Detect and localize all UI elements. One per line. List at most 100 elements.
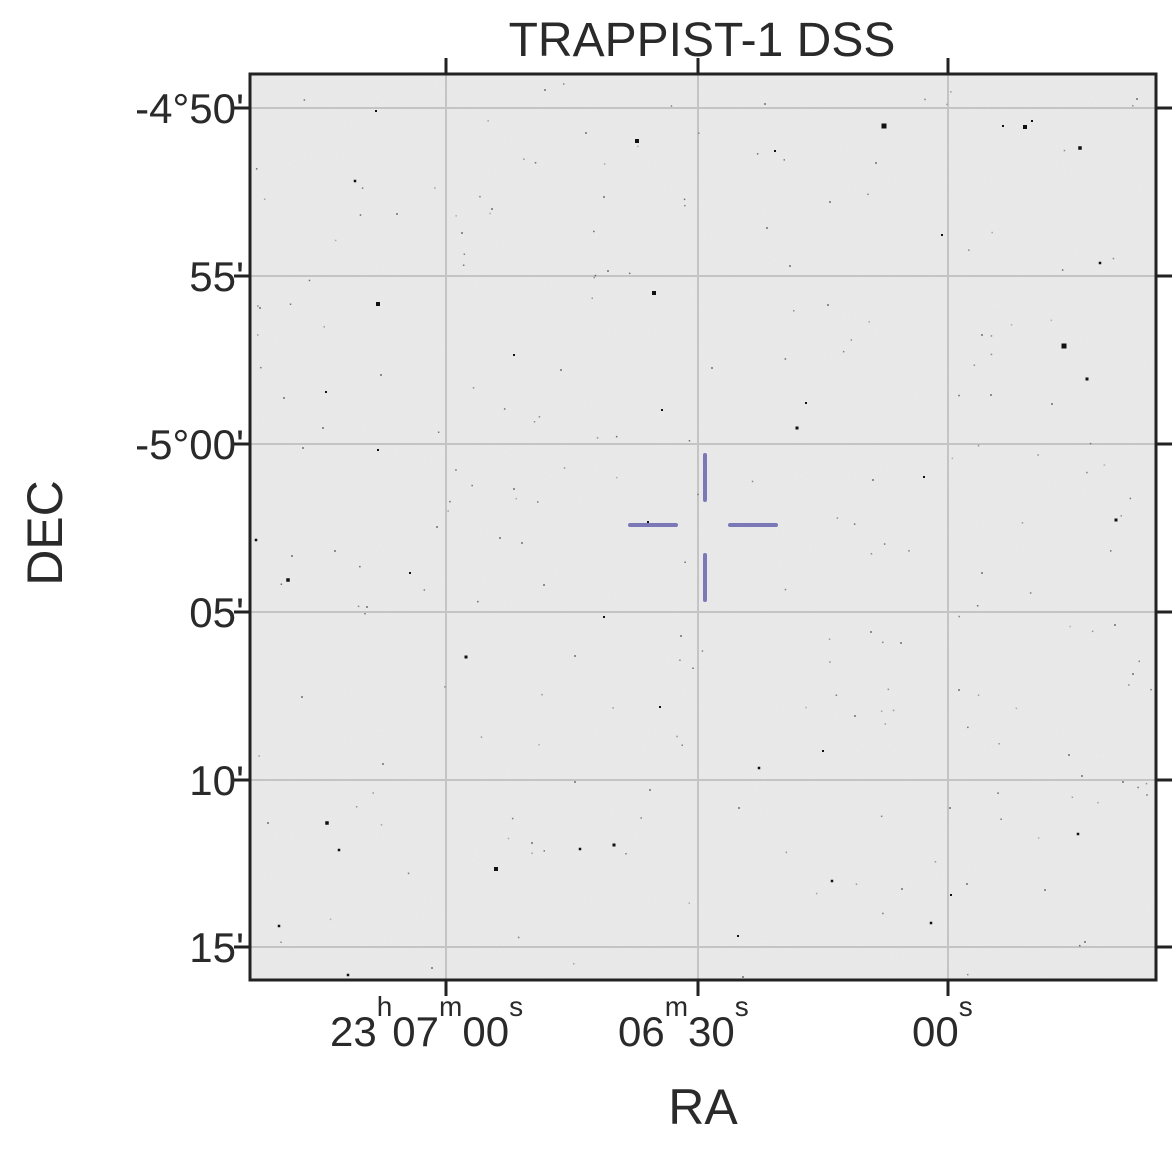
star xyxy=(574,655,576,657)
faint-star xyxy=(625,853,627,855)
faint-star xyxy=(967,726,969,729)
faint-star xyxy=(280,583,283,585)
faint-star xyxy=(1145,782,1148,785)
star xyxy=(513,488,515,490)
star xyxy=(949,807,951,809)
faint-star xyxy=(1037,837,1040,839)
star xyxy=(1002,125,1004,127)
star xyxy=(461,232,463,234)
star xyxy=(612,843,616,847)
faint-star xyxy=(991,231,993,234)
faint-star xyxy=(908,550,910,552)
star xyxy=(652,291,656,295)
faint-star xyxy=(480,736,483,738)
faint-star xyxy=(444,686,446,688)
faint-star xyxy=(463,253,466,255)
faint-star xyxy=(533,421,536,423)
faint-star xyxy=(1091,630,1094,633)
faint-star xyxy=(977,694,980,696)
star xyxy=(325,391,327,393)
faint-star xyxy=(359,565,361,568)
faint-star xyxy=(455,215,457,217)
star xyxy=(1044,889,1046,891)
star xyxy=(950,894,952,896)
faint-star xyxy=(676,735,678,738)
star xyxy=(267,822,269,824)
dec-tick-label: 05' xyxy=(189,589,244,636)
faint-star xyxy=(1146,794,1148,796)
star xyxy=(377,449,379,451)
faint-star xyxy=(683,198,686,201)
faint-star xyxy=(538,743,540,746)
faint-star xyxy=(946,103,948,106)
faint-star xyxy=(882,912,884,915)
faint-star xyxy=(882,641,884,644)
faint-star xyxy=(968,249,970,251)
faint-star xyxy=(573,963,575,965)
faint-star xyxy=(1061,269,1064,271)
faint-star xyxy=(257,334,259,336)
star xyxy=(1078,146,1082,150)
faint-star xyxy=(829,661,831,663)
star xyxy=(766,227,768,229)
faint-star xyxy=(1120,515,1122,517)
star xyxy=(1081,775,1083,777)
faint-star xyxy=(880,815,883,818)
star xyxy=(854,715,856,717)
faint-star xyxy=(487,120,489,122)
faint-star xyxy=(1110,550,1112,552)
faint-star xyxy=(612,707,614,709)
star xyxy=(283,397,285,399)
star xyxy=(822,750,824,752)
star xyxy=(649,789,651,791)
star xyxy=(1136,98,1138,100)
star xyxy=(544,89,546,91)
star xyxy=(1031,120,1033,122)
star xyxy=(958,689,960,691)
axis-ticks xyxy=(234,58,1172,996)
star xyxy=(286,578,290,582)
star xyxy=(680,635,682,637)
faint-star xyxy=(423,589,426,591)
faint-star xyxy=(308,279,311,282)
faint-star xyxy=(1097,801,1099,804)
dec-tick-label: 15' xyxy=(189,924,244,971)
y-axis-label: DEC xyxy=(17,480,73,586)
star xyxy=(585,132,587,134)
star xyxy=(795,426,799,430)
star xyxy=(607,270,609,272)
faint-star xyxy=(977,444,980,447)
star xyxy=(325,821,329,825)
faint-star xyxy=(594,274,597,277)
star xyxy=(578,847,582,851)
star xyxy=(346,973,350,977)
faint-star xyxy=(437,431,440,433)
faint-star xyxy=(1086,471,1088,474)
faint-star xyxy=(543,850,545,852)
faint-star xyxy=(372,792,374,794)
dec-tick-labels: -4°50' 55' -5°00' 05' 10' 15' xyxy=(135,85,244,971)
faint-star xyxy=(596,437,599,439)
faint-star xyxy=(688,902,690,904)
star xyxy=(1084,941,1086,943)
star xyxy=(531,842,533,844)
faint-star xyxy=(359,214,362,216)
star xyxy=(872,479,874,481)
star xyxy=(1098,261,1102,265)
ra-tick-label-1: 23h07m00s xyxy=(330,991,523,1055)
star xyxy=(1023,125,1027,129)
star xyxy=(491,208,493,210)
faint-star xyxy=(835,694,838,696)
faint-star xyxy=(887,688,890,691)
faint-star xyxy=(842,350,845,353)
faint-star xyxy=(489,212,491,215)
star xyxy=(603,616,605,618)
star xyxy=(966,883,968,885)
star xyxy=(409,572,411,574)
star xyxy=(870,631,872,633)
faint-star xyxy=(1015,707,1018,710)
star xyxy=(574,781,576,783)
faint-star xyxy=(1021,522,1024,524)
faint-star xyxy=(637,145,639,148)
star xyxy=(302,447,304,449)
